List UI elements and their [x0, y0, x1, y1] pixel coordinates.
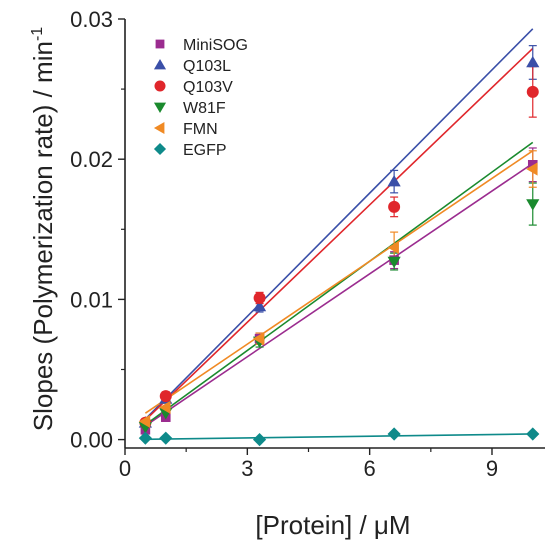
- point-q103l: [387, 175, 401, 187]
- point-w81f: [526, 199, 540, 211]
- legend-label-egfp: EGFP: [183, 142, 227, 159]
- legend-label-w81f: W81F: [183, 100, 226, 117]
- x-tick-label: 6: [364, 456, 376, 481]
- fit-line-minisog: [144, 162, 534, 427]
- y-tick-label: 0.03: [70, 7, 113, 32]
- point-q103v: [253, 291, 266, 304]
- fit-line-fmn: [144, 150, 534, 414]
- fit-line-q103l: [144, 28, 534, 420]
- fit-line-w81f: [144, 141, 534, 426]
- y-tick-label: 0.00: [70, 428, 113, 453]
- point-fmn: [526, 162, 538, 176]
- y-tick-label: 0.02: [70, 147, 113, 172]
- legend-marker-q103v: [154, 80, 166, 92]
- legend-marker-q103l: [153, 58, 167, 70]
- legend-label-fmn: FMN: [183, 121, 218, 138]
- point-q103l: [526, 55, 540, 68]
- point-egfp: [159, 431, 173, 445]
- y-axis-title-main: Slopes (Polymerization rate) / min: [28, 41, 58, 431]
- point-q103v: [388, 200, 401, 213]
- legend-marker-fmn: [153, 121, 165, 135]
- y-axis-title: Slopes (Polymerization rate) / min-1: [28, 27, 58, 431]
- legend-label-q103v: Q103V: [183, 79, 233, 96]
- x-tick-label: 0: [119, 456, 131, 481]
- point-q103l: [252, 299, 267, 312]
- x-tick-label: 3: [241, 456, 253, 481]
- point-egfp: [387, 427, 401, 441]
- point-fmn: [387, 240, 399, 255]
- fit-line-q103v: [144, 47, 534, 421]
- point-w81f: [387, 256, 401, 269]
- x-tick-label: 9: [486, 456, 498, 481]
- legend-marker-egfp: [153, 142, 167, 156]
- point-egfp: [526, 427, 540, 441]
- legend-marker-w81f: [153, 102, 167, 114]
- axes: 0 3 6 9 0.00 0.01 0.02 0.03: [70, 7, 545, 481]
- point-fmn: [252, 332, 265, 346]
- point-minisog: [527, 160, 538, 170]
- fit-lines: [144, 28, 534, 441]
- point-egfp: [252, 432, 267, 447]
- legend-marker-minisog: [155, 39, 165, 49]
- y-tick-label: 0.01: [70, 287, 113, 312]
- legend: MiniSOG Q103L Q103V W81F FMN EGFP: [153, 37, 248, 159]
- point-fmn: [138, 414, 151, 428]
- point-egfp: [138, 431, 152, 445]
- y-axis-title-superscript: -1: [29, 27, 46, 41]
- legend-label-q103l: Q103L: [183, 58, 231, 75]
- point-q103v: [159, 390, 172, 403]
- fit-line-egfp: [145, 433, 533, 441]
- x-axis-title: [Protein] / μM: [255, 510, 410, 540]
- point-q103v: [526, 85, 539, 98]
- data-points: [138, 55, 540, 447]
- legend-label-minisog: MiniSOG: [183, 37, 248, 54]
- point-fmn: [159, 400, 171, 414]
